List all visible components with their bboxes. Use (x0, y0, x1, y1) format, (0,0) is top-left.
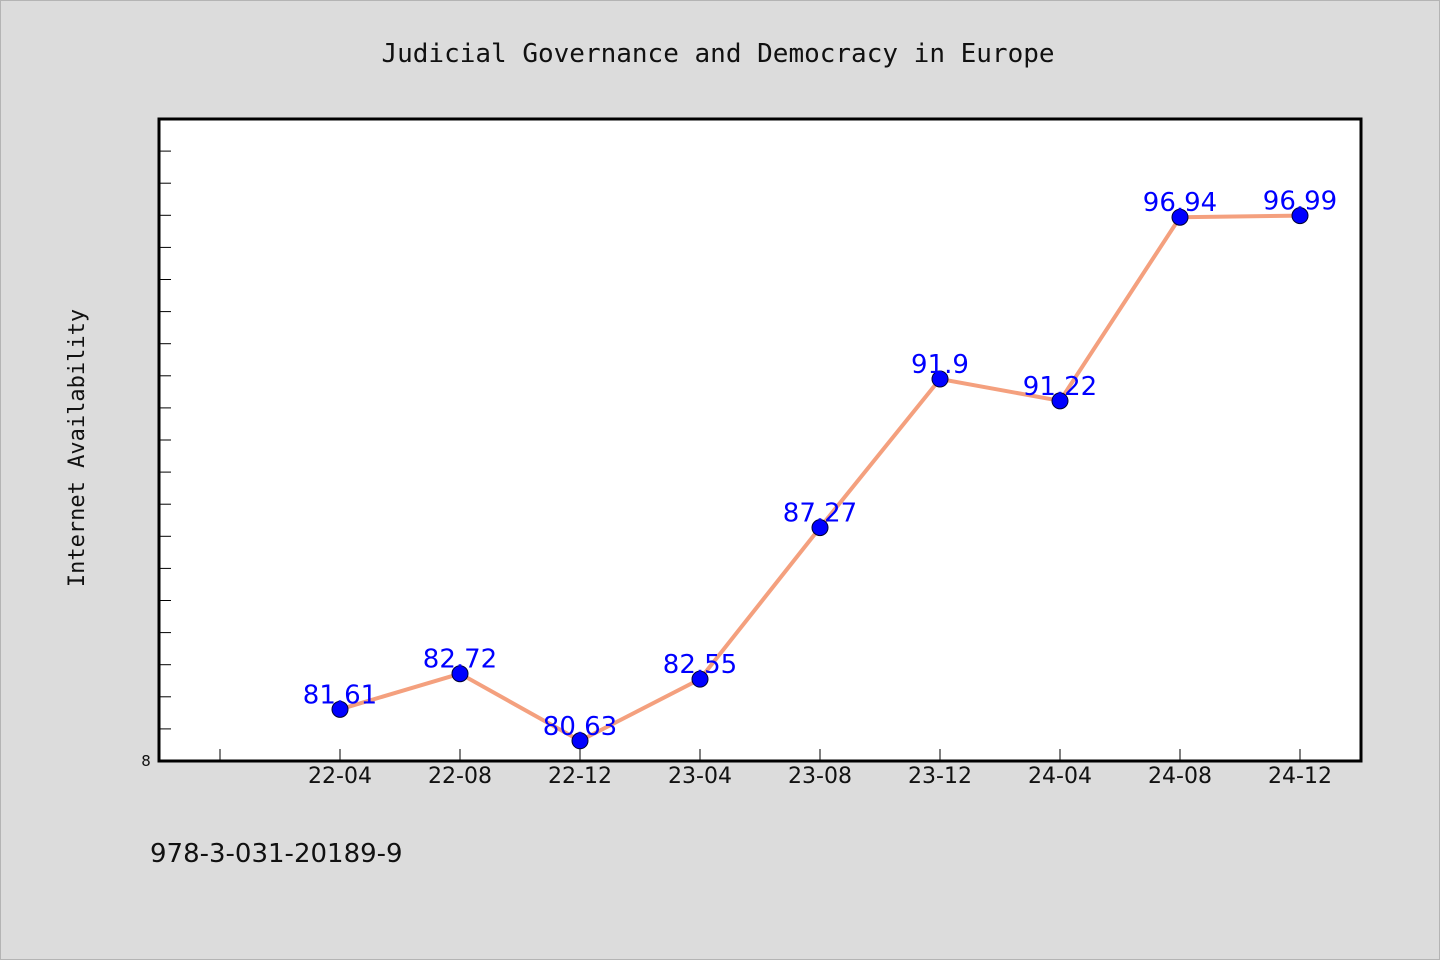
x-tick-label: 24-04 (1028, 764, 1092, 789)
data-point-marker (1291, 207, 1309, 225)
x-tick-label: 23-04 (668, 764, 732, 789)
x-axis-tick-labels: 22-04 22-08 22-12 23-04 23-08 23-12 24-04 24-08… (308, 764, 1332, 789)
data-point-marker (451, 665, 469, 683)
data-label: 82.72 (423, 645, 497, 675)
plot-area (157, 117, 1363, 763)
chart-title: Judicial Governance and Democracy in Eur… (381, 39, 1054, 69)
data-point-marker (571, 732, 589, 750)
data-point-marker (1171, 208, 1189, 226)
data-label: 80.63 (543, 712, 617, 742)
y-axis-label: Internet Availability (65, 309, 90, 587)
y-axis-ticks (159, 150, 171, 730)
footer-isbn: 978-3-031-20189-9 (150, 839, 403, 869)
x-tick-label: 23-08 (788, 764, 852, 789)
data-label: 91.9 (911, 350, 969, 380)
data-label: 91.22 (1023, 372, 1097, 402)
series-markers (331, 207, 1309, 750)
data-label: 87.27 (783, 499, 857, 529)
data-label: 96.99 (1263, 187, 1337, 217)
data-point-marker (1051, 392, 1069, 410)
x-tick-label: 23-12 (908, 764, 972, 789)
data-point-marker (691, 670, 709, 688)
x-axis-ticks (219, 749, 1301, 761)
data-point-marker (331, 700, 349, 718)
x-tick-label: 24-12 (1268, 764, 1332, 789)
data-point-marker (811, 519, 829, 537)
data-point-marker (931, 370, 949, 388)
data-label: 81.61 (303, 680, 377, 710)
x-tick-label: 22-08 (428, 764, 492, 789)
x-tick-label: 22-12 (548, 764, 612, 789)
x-tick-label: 22-04 (308, 764, 372, 789)
data-label: 96.94 (1143, 188, 1217, 218)
data-label: 82.55 (663, 650, 737, 680)
x-tick-label: 24-08 (1148, 764, 1212, 789)
y-tick-label: 8 (141, 752, 151, 770)
data-labels: 81.61 82.72 80.63 82.55 87.27 91.9 91.22 96.94 9… (303, 187, 1337, 742)
